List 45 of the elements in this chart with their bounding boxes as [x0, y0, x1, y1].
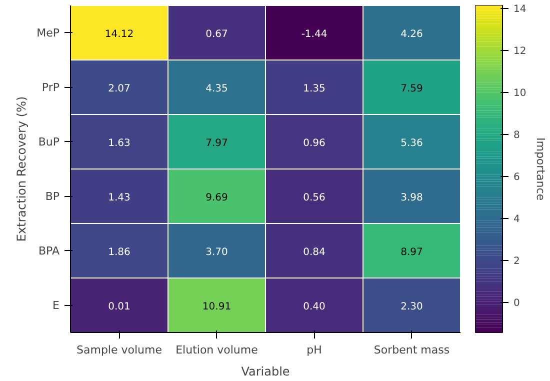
color-bar-label: 4: [514, 214, 520, 226]
data-label: 9.69: [206, 192, 228, 204]
x-axis-title: Variable: [241, 364, 290, 378]
data-label: 3.70: [206, 246, 228, 258]
data-label: 0.84: [303, 246, 326, 258]
data-label: 5.36: [400, 138, 423, 149]
data-label: 10.91: [202, 301, 232, 312]
color-bar-label: 12: [514, 46, 526, 58]
color-bar-label: 0: [514, 298, 520, 310]
data-label: 14.12: [104, 28, 134, 40]
y-axis-title: Extraction Recovery (%): [14, 96, 29, 242]
y-tick-label: BP: [45, 190, 60, 203]
color-bar-label: 8: [514, 130, 520, 142]
color-bar-label: 6: [514, 172, 520, 184]
data-label: 8.97: [400, 246, 423, 258]
data-label: 4.35: [206, 83, 228, 94]
color-bar-title: Importance: [534, 137, 548, 201]
x-tick-label: Sorbent mass: [374, 344, 450, 356]
data-label: 0.01: [108, 301, 130, 312]
data-label: 1.43: [108, 192, 130, 204]
color-bar-label: 2: [514, 256, 520, 268]
y-tick-label: MeP: [36, 26, 60, 40]
x-tick-label: Sample volume: [76, 344, 162, 356]
y-tick-label: E: [52, 298, 60, 312]
y-tick-label: BPA: [38, 244, 60, 258]
data-label: 0.96: [303, 138, 326, 149]
color-bar-label: 10: [514, 88, 526, 100]
data-label: 4.26: [400, 28, 423, 40]
x-tick-label: pH: [306, 344, 322, 356]
color-bar-label: 14: [514, 4, 526, 16]
y-tick-label: BuP: [38, 135, 60, 148]
data-label: 1.86: [108, 246, 130, 258]
y-tick-label: PrP: [42, 80, 60, 94]
data-label: 7.97: [206, 138, 228, 149]
data-label: 2.30: [400, 301, 423, 312]
data-label: 0.56: [303, 192, 326, 204]
x-tick-label: Elution volume: [176, 344, 258, 356]
data-label: 1.35: [303, 83, 326, 94]
data-label: -1.44: [301, 28, 328, 40]
data-label: 0.67: [206, 28, 228, 40]
data-label: 1.63: [108, 138, 130, 149]
data-label: 2.07: [108, 83, 130, 94]
data-label: 7.59: [400, 83, 423, 94]
data-label: 0.40: [303, 301, 326, 312]
data-label: 3.98: [400, 192, 423, 204]
